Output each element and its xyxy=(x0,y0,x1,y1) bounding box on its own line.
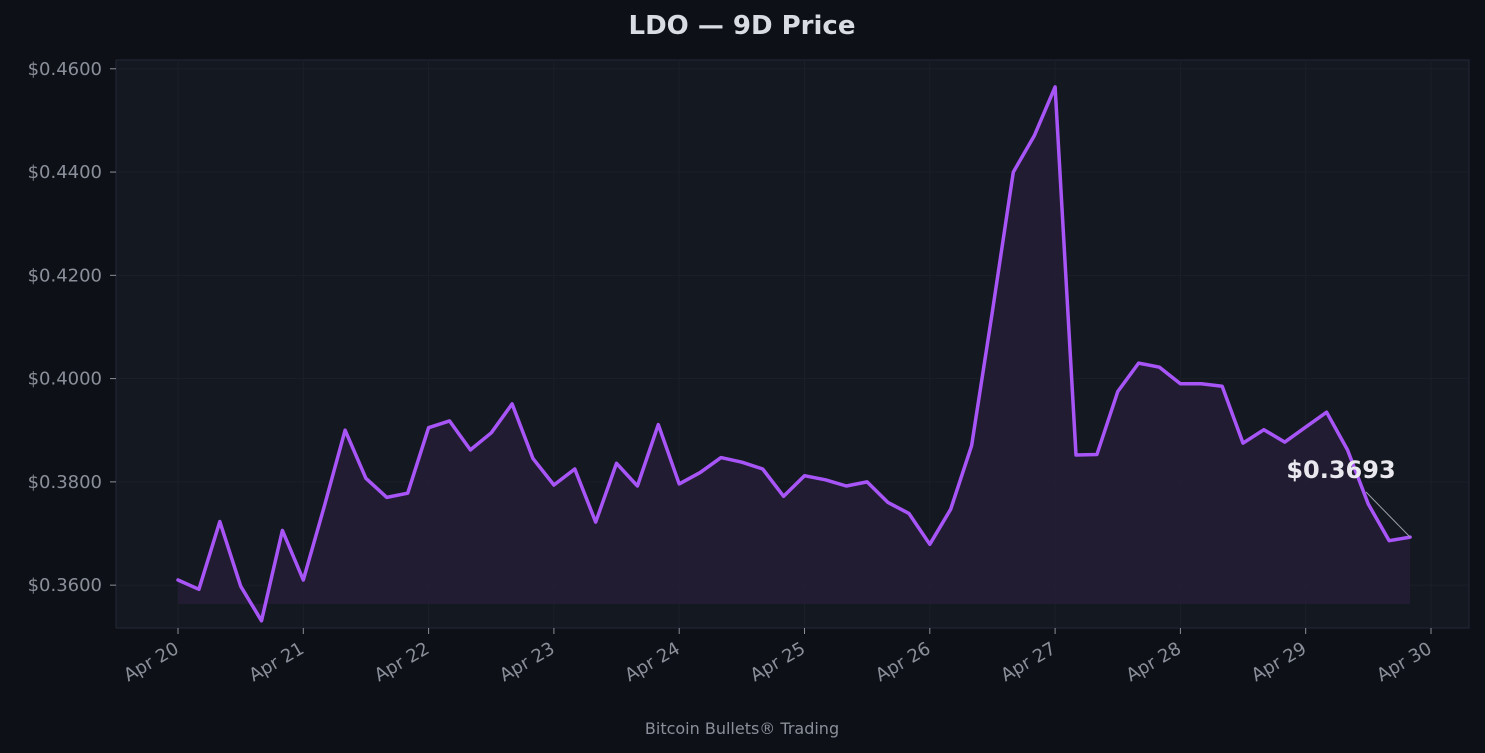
price-point xyxy=(281,529,284,532)
price-point xyxy=(949,508,952,511)
x-tick-label: Apr 27 xyxy=(997,638,1059,686)
price-point xyxy=(1095,453,1098,456)
price-point xyxy=(761,468,764,471)
price-point xyxy=(678,482,681,485)
price-point xyxy=(177,579,180,582)
x-tick-label: Apr 23 xyxy=(496,638,558,686)
price-point xyxy=(657,423,660,426)
price-point xyxy=(636,485,639,488)
price-point xyxy=(1116,390,1119,393)
y-tick-label: $0.4200 xyxy=(28,265,102,286)
price-point xyxy=(406,492,409,495)
x-tick-label: Apr 29 xyxy=(1248,638,1310,686)
price-point xyxy=(1075,454,1078,457)
x-tick-label: Apr 25 xyxy=(747,638,809,686)
price-point xyxy=(1242,442,1245,445)
price-point xyxy=(1200,382,1203,385)
x-tick-label: Apr 28 xyxy=(1123,638,1185,686)
last-price-label: $0.3693 xyxy=(1286,456,1395,484)
x-tick-label: Apr 26 xyxy=(872,638,934,686)
price-point xyxy=(364,477,367,480)
y-tick-label: $0.4600 xyxy=(28,59,102,80)
x-tick-label: Apr 22 xyxy=(371,638,433,686)
price-point xyxy=(1262,428,1265,431)
price-point xyxy=(594,521,597,524)
price-point xyxy=(385,496,388,499)
price-point xyxy=(323,505,326,508)
price-point xyxy=(1054,85,1057,88)
price-point xyxy=(907,512,910,515)
x-tick-label: Apr 21 xyxy=(246,638,308,686)
price-point xyxy=(490,431,493,434)
price-area-fill xyxy=(178,86,1411,621)
last-price-leader xyxy=(1365,491,1411,538)
price-point xyxy=(699,471,702,474)
price-point xyxy=(344,429,347,432)
y-tick-label: $0.4000 xyxy=(28,369,102,390)
price-point xyxy=(615,462,618,465)
price-point xyxy=(720,456,723,459)
price-point xyxy=(928,543,931,546)
chart-title: LDO — 9D Price xyxy=(629,11,856,41)
price-point xyxy=(1179,382,1182,385)
price-point xyxy=(511,402,514,405)
price-point xyxy=(782,495,785,498)
price-point xyxy=(824,478,827,481)
price-point xyxy=(239,585,242,588)
y-tick-label: $0.3800 xyxy=(28,472,102,493)
price-point xyxy=(1346,448,1349,451)
price-point xyxy=(1325,411,1328,414)
price-point xyxy=(991,310,994,313)
price-point xyxy=(469,448,472,451)
price-point xyxy=(532,457,535,460)
price-point xyxy=(1033,134,1036,137)
price-point xyxy=(887,501,890,504)
price-point xyxy=(866,480,869,483)
price-point xyxy=(1367,503,1370,506)
price-line xyxy=(176,85,1412,623)
price-point xyxy=(448,419,451,422)
price-point xyxy=(573,468,576,471)
price-point xyxy=(1304,426,1307,429)
price-point xyxy=(552,484,555,487)
price-point xyxy=(1137,362,1140,365)
price-point xyxy=(740,461,743,464)
footer-credit: Bitcoin Bullets® Trading xyxy=(645,719,839,738)
price-point xyxy=(1283,441,1286,444)
price-point xyxy=(1158,366,1161,369)
price-point xyxy=(1388,539,1391,542)
price-point xyxy=(197,588,200,591)
x-tick-label: Apr 20 xyxy=(120,638,182,686)
price-point xyxy=(1221,385,1224,388)
x-tick-label: Apr 30 xyxy=(1373,638,1435,686)
price-point xyxy=(302,579,305,582)
price-point xyxy=(970,444,973,447)
price-point xyxy=(260,619,263,622)
y-tick-label: $0.3600 xyxy=(28,575,102,596)
y-tick-label: $0.4400 xyxy=(28,162,102,183)
price-point xyxy=(803,474,806,477)
price-point xyxy=(845,485,848,488)
price-point xyxy=(427,426,430,429)
price-point xyxy=(1012,171,1015,174)
x-tick-label: Apr 24 xyxy=(621,638,683,686)
price-point xyxy=(218,520,221,523)
